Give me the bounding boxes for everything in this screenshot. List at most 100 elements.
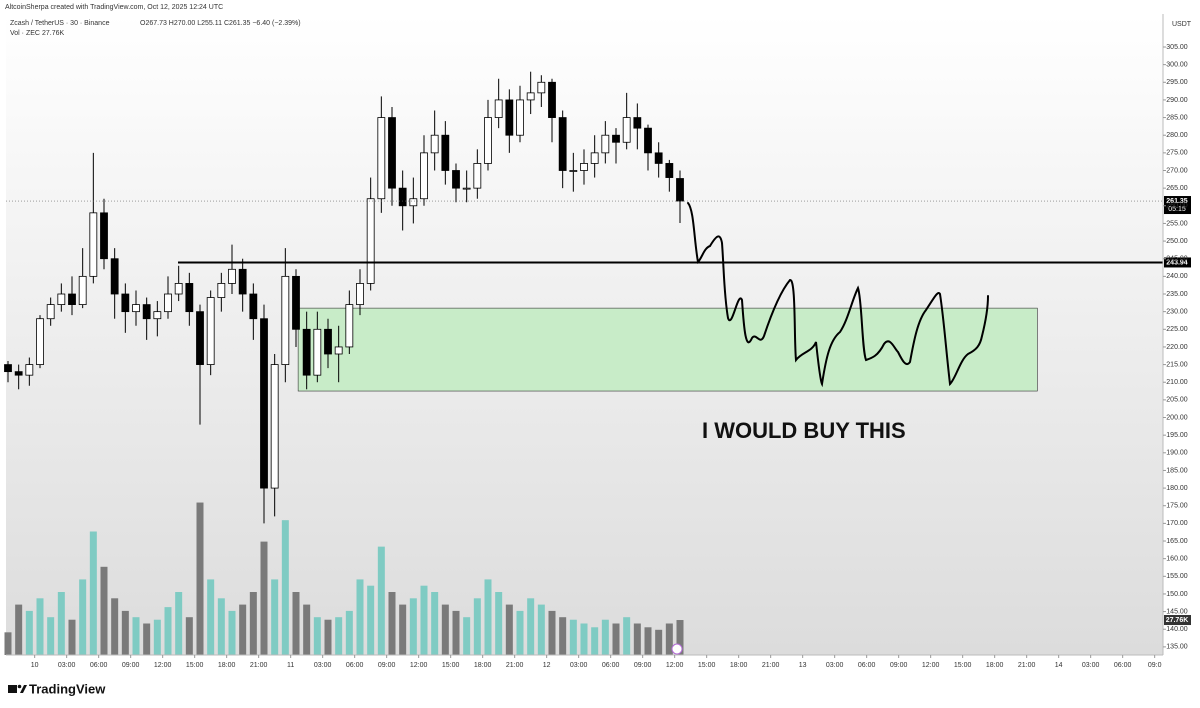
volume-bar: [153, 619, 161, 655]
candle-body: [484, 117, 492, 164]
volume-tag-text: 27.76K: [1166, 617, 1189, 624]
candle-body: [238, 268, 247, 295]
candle-body: [270, 364, 279, 489]
x-tick-label: 13: [799, 662, 807, 669]
volume-bar: [292, 592, 300, 655]
y-tick-label: 245.00: [1166, 256, 1188, 263]
volume-bar: [601, 619, 609, 655]
candle-body: [260, 318, 268, 489]
x-tick-label: 06:00: [1114, 662, 1132, 669]
volume-bar: [623, 617, 631, 655]
candle-body: [132, 304, 140, 313]
candle-body: [217, 283, 226, 298]
volume-bar: [313, 617, 321, 655]
volume-bar: [420, 585, 428, 655]
candle-body: [644, 127, 652, 154]
y-tick-label: 225.00: [1166, 326, 1188, 333]
y-tick-label: 195.00: [1166, 432, 1188, 439]
volume-bar: [335, 617, 343, 655]
candle-body: [452, 170, 460, 189]
y-tick-label: 180.00: [1166, 485, 1188, 492]
x-tick-label: 18:00: [730, 662, 748, 669]
y-tick-label: 290.00: [1166, 97, 1188, 104]
candle-body: [569, 170, 578, 172]
x-tick-label: 21:00: [250, 662, 268, 669]
volume-bar: [196, 502, 204, 655]
x-tick-label: 12:00: [666, 662, 684, 669]
x-tick-label: 12:00: [410, 662, 428, 669]
buy-zone: [297, 307, 1038, 392]
y-tick-label: 190.00: [1166, 450, 1188, 457]
last-price-text: 261.35: [1166, 198, 1188, 205]
volume-bar: [463, 617, 471, 655]
x-tick-label: 12:00: [154, 662, 172, 669]
candle-body: [398, 187, 407, 207]
countdown-text: 05:15: [1168, 206, 1186, 213]
y-tick-label: 235.00: [1166, 291, 1188, 298]
y-tick-label: 270.00: [1166, 167, 1188, 174]
annotation: I WOULD BUY THIS: [702, 418, 906, 443]
x-tick-label: 18:00: [474, 662, 492, 669]
y-tick-label: 255.00: [1166, 220, 1188, 227]
volume-bar: [537, 604, 545, 655]
y-tick-label: 220.00: [1166, 344, 1188, 351]
event-icon: [671, 643, 683, 655]
volume-bar: [633, 623, 641, 655]
x-tick-label: 15:00: [954, 662, 972, 669]
volume-bar: [132, 617, 140, 655]
y-tick-label: 160.00: [1166, 556, 1188, 563]
volume-bar: [612, 623, 620, 655]
volume-bar: [345, 610, 353, 655]
volume-bar: [207, 579, 215, 655]
volume-bar: [25, 610, 33, 655]
candle-body: [676, 178, 684, 202]
volume-bar: [89, 531, 97, 655]
y-tick-label: 260.00: [1166, 203, 1188, 210]
volume-bar: [281, 520, 289, 655]
volume-bar: [57, 592, 65, 655]
volume-value: 27.76K: [42, 30, 65, 37]
volume-bar: [175, 592, 183, 655]
y-tick-label: 135.00: [1166, 644, 1188, 651]
candle-body: [281, 275, 290, 365]
candle-body: [388, 117, 396, 189]
y-tick-label: 230.00: [1166, 308, 1188, 315]
y-tick-label: 175.00: [1166, 503, 1188, 510]
volume-bar: [271, 579, 279, 655]
volume-bar: [324, 619, 332, 655]
x-tick-label: 21:00: [762, 662, 780, 669]
y-tick-label: 275.00: [1166, 150, 1188, 157]
x-tick-label: 15:00: [186, 662, 204, 669]
y-tick-label: 305.00: [1166, 44, 1188, 51]
candle-body: [110, 258, 119, 295]
volume-bar: [676, 620, 684, 655]
volume-bar: [655, 629, 663, 655]
volume-bar: [559, 617, 567, 655]
ohlc: O267.73 H270.00 L255.11 C261.35 −6.40 (−…: [140, 20, 301, 27]
x-tick-label: 21:00: [1018, 662, 1036, 669]
candle-body: [164, 293, 172, 313]
volume-bar: [367, 585, 375, 655]
volume-bar: [249, 592, 257, 655]
y-tick-label: 240.00: [1166, 273, 1188, 280]
candle-body: [196, 311, 204, 365]
volume-bar: [569, 619, 577, 655]
volume-bar: [36, 598, 44, 655]
volume-bar: [100, 566, 108, 655]
candle-body: [121, 293, 130, 313]
volume-bar: [303, 604, 311, 655]
y-tick-label: 200.00: [1166, 414, 1188, 421]
candle-body: [665, 163, 674, 178]
volume-bar: [111, 598, 119, 655]
candle-body: [601, 134, 610, 154]
candle-body: [313, 328, 322, 376]
x-tick-label: 09:00: [378, 662, 396, 669]
volume-bar: [121, 610, 129, 655]
candle-body: [142, 304, 151, 320]
candle-body: [516, 99, 524, 136]
volume-bar: [505, 604, 513, 655]
y-tick-label: 215.00: [1166, 361, 1188, 368]
tradingview-logo: TradingView: [8, 681, 106, 696]
candle-body: [14, 371, 23, 376]
volume-bar: [516, 610, 524, 655]
